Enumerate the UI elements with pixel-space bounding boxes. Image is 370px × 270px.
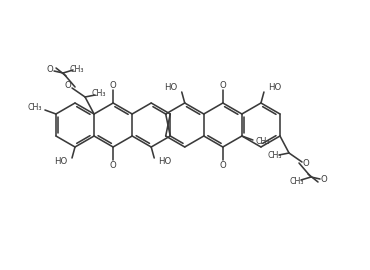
Text: O: O bbox=[65, 82, 71, 90]
Text: O: O bbox=[219, 160, 226, 170]
Text: CH₃: CH₃ bbox=[28, 103, 42, 113]
Text: CH₃: CH₃ bbox=[70, 65, 84, 73]
Text: HO: HO bbox=[268, 83, 282, 93]
Text: HO: HO bbox=[54, 157, 68, 167]
Text: O: O bbox=[110, 160, 117, 170]
Text: CH₃: CH₃ bbox=[290, 177, 304, 185]
Text: HO: HO bbox=[159, 157, 172, 167]
Text: O: O bbox=[110, 80, 117, 89]
Text: CH₃: CH₃ bbox=[92, 89, 106, 99]
Text: O: O bbox=[321, 176, 327, 184]
Text: O: O bbox=[219, 80, 226, 89]
Text: HO: HO bbox=[164, 83, 177, 93]
Text: CH₃: CH₃ bbox=[256, 137, 270, 147]
Text: CH₃: CH₃ bbox=[268, 151, 282, 160]
Text: O: O bbox=[303, 160, 309, 168]
Text: O: O bbox=[47, 66, 53, 75]
